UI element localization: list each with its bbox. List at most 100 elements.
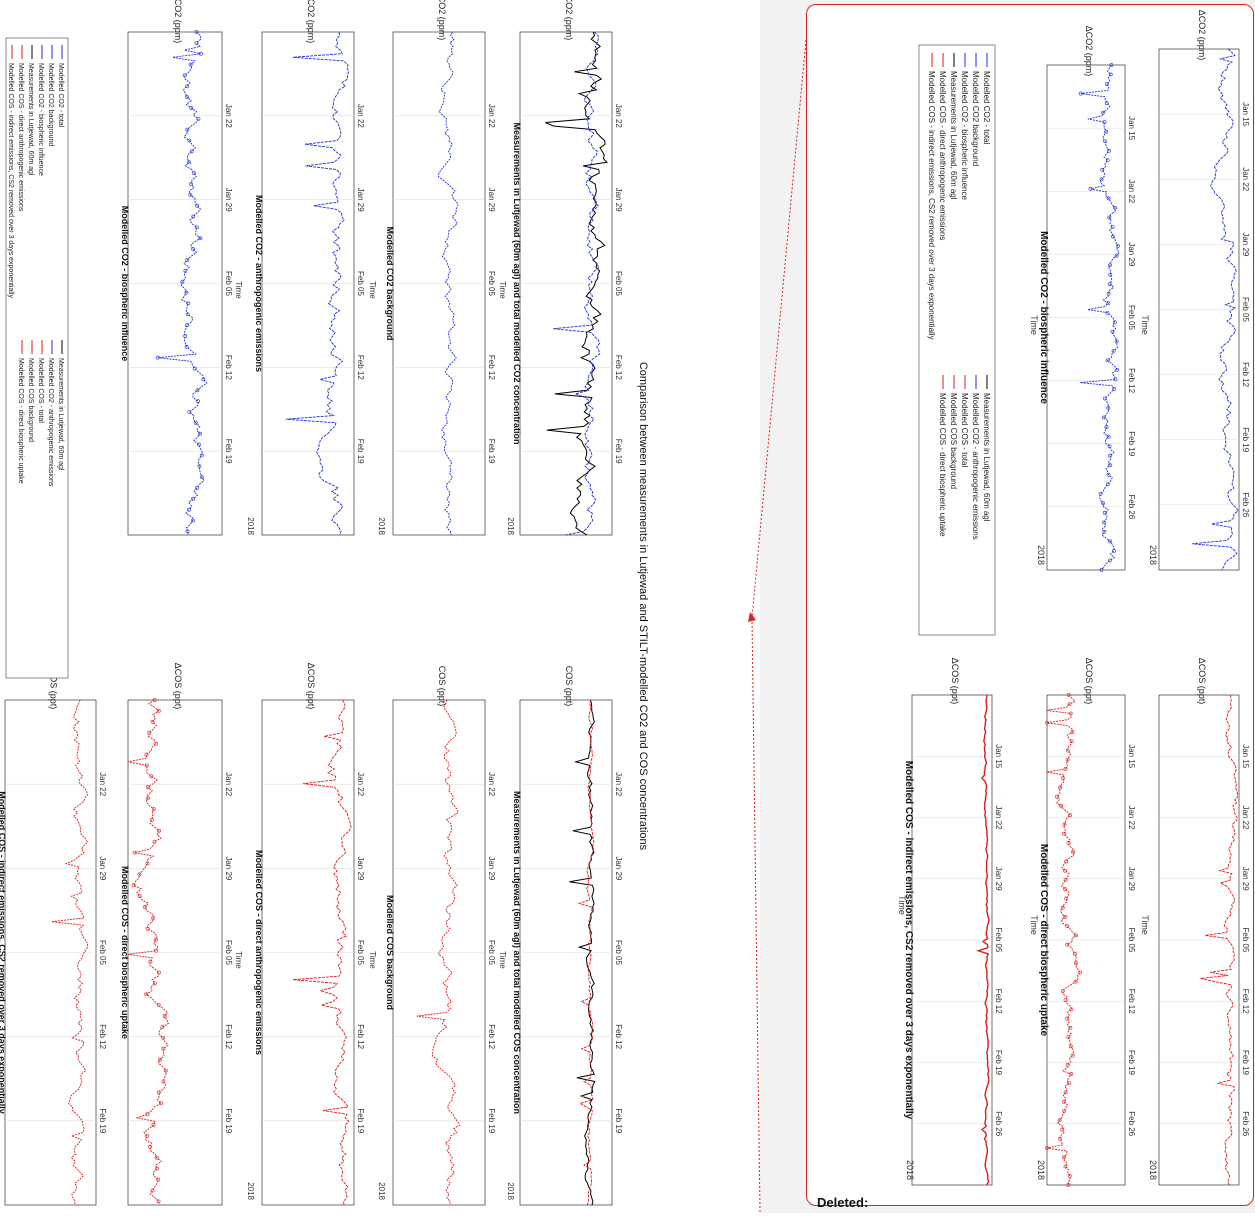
x-tick-label: Jan 29 — [994, 867, 1003, 892]
data-point — [1071, 850, 1075, 855]
x-tick-label: Feb 19 — [356, 1108, 365, 1133]
figure: Comparison between measurements in Lutje… — [0, 0, 649, 1206]
x-tick-label: Jan 22 — [487, 104, 496, 129]
data-point — [196, 399, 200, 404]
x-tick-label: Feb 12 — [1127, 368, 1136, 393]
data-point — [1106, 196, 1111, 201]
data-point — [157, 970, 161, 975]
x-tick-label: Feb 26 — [1241, 492, 1250, 517]
year-label: 2018 — [246, 1182, 255, 1200]
data-point — [1107, 444, 1112, 449]
data-point — [194, 30, 199, 34]
data-point — [1069, 1007, 1074, 1012]
legend-entry: Modelled CO2 background — [971, 71, 980, 166]
x-tick-label: Jan 22 — [1241, 805, 1250, 830]
panel-cos-anth: Jan 22 Jan 29 Feb 05 Feb 12 Feb 19 Modelled C… — [254, 663, 365, 1206]
legend-entry: Modelled COS - direct anthropogenic emis… — [938, 71, 947, 240]
data-point — [1102, 510, 1107, 515]
legend-entry: Modelled COS - direct anthropogenic emis… — [17, 63, 24, 212]
time-axis-label: Time — [897, 895, 907, 915]
data-point — [1104, 82, 1109, 86]
data-point — [194, 486, 199, 490]
x-tick-label: Jan 22 — [1241, 167, 1250, 192]
data-point — [1102, 120, 1107, 125]
data-point — [1105, 482, 1110, 487]
data-point — [183, 334, 188, 338]
data-point — [1067, 1173, 1072, 1178]
modelled-cos-bio-line — [127, 699, 170, 1206]
x-tick-label: Jan 22 — [98, 772, 107, 797]
x-tick-label: Feb 19 — [1241, 1050, 1250, 1075]
data-point — [1068, 1044, 1073, 1049]
x-tick-label: Jan 15 — [994, 744, 1003, 769]
data-point — [192, 171, 196, 176]
panel-co2-bio: Jan 22 Jan 29 Feb 05 Feb 12 Feb 19 Modelled C… — [120, 0, 233, 536]
x-tick-label: Feb 05 — [356, 940, 365, 965]
data-point — [151, 1123, 156, 1127]
data-point — [1062, 1099, 1066, 1104]
data-point — [1108, 463, 1112, 468]
data-point — [145, 796, 150, 800]
data-point — [1112, 320, 1117, 325]
x-tick-label: Feb 05 — [614, 940, 623, 965]
panel-title: Measurements in Lutjewad (60m agl) and t… — [512, 791, 522, 1114]
data-point — [1107, 558, 1112, 563]
panel-co2-bg: Jan 22 Jan 29 Feb 05 Feb 12 Feb 19 Modelled C… — [385, 0, 496, 536]
year-label: 2018 — [377, 517, 386, 535]
x-tick-label: Feb 05 — [98, 940, 107, 965]
x-tick-label: Jan 22 — [356, 772, 365, 797]
panel-title: Modelled CO2 - biospheric influence — [120, 206, 130, 362]
data-point — [187, 507, 192, 512]
data-point — [1073, 979, 1078, 984]
data-point — [1108, 72, 1113, 77]
bal-cos-line — [1200, 694, 1239, 1186]
x-tick-label: Jan 29 — [1127, 867, 1136, 892]
data-point — [1063, 878, 1068, 882]
x-tick-label: Jan 29 — [1241, 867, 1250, 892]
data-point — [1106, 301, 1111, 306]
data-point — [1063, 887, 1068, 892]
x-tick-label: Feb 26 — [1127, 494, 1136, 519]
data-point — [184, 344, 189, 349]
x-tick-label: Feb 19 — [1127, 1050, 1136, 1075]
deleted-figure-balloon[interactable]: Jan 15 Jan 22 Jan 29 Feb 05 Feb 12 Feb 19 Feb … — [806, 4, 1254, 1206]
x-tick-label: Jan 22 — [614, 104, 623, 129]
x-tick-label: Feb 19 — [487, 1108, 496, 1133]
data-point — [184, 290, 189, 295]
x-tick-label: Jan 29 — [487, 188, 496, 213]
time-axis-label: Time — [234, 951, 243, 969]
data-point — [1102, 520, 1106, 525]
legend-entry: Measurements in Lutjewad, 60m agl — [57, 358, 64, 471]
data-point — [1065, 1016, 1070, 1021]
x-tick-label: Jan 29 — [224, 188, 233, 213]
data-point — [1062, 822, 1067, 827]
data-point — [155, 1166, 159, 1171]
data-point — [198, 236, 203, 241]
data-point — [193, 420, 198, 425]
data-point — [144, 752, 149, 757]
year-label: 2018 — [1148, 545, 1158, 565]
x-tick-label: Jan 22 — [1127, 179, 1136, 204]
x-tick-label: Feb 12 — [614, 355, 623, 380]
connector-arrow-icon — [748, 612, 756, 622]
data-point — [1073, 961, 1078, 966]
data-point — [1106, 472, 1111, 477]
data-point — [157, 828, 161, 833]
data-point — [155, 355, 160, 360]
data-point — [1108, 539, 1112, 544]
data-point — [185, 95, 189, 100]
legend-entry: Modelled COS - total — [960, 393, 969, 467]
y-axis-label: ΔCOS (ppt) — [306, 663, 316, 710]
x-tick-label: Jan 22 — [356, 104, 365, 129]
x-tick-label: Feb 12 — [224, 355, 233, 380]
data-point — [156, 1199, 161, 1204]
y-axis-label: ΔCO2 (ppm) — [306, 0, 316, 43]
year-label: 2018 — [377, 1182, 386, 1200]
data-point — [186, 301, 191, 306]
y-axis-label: COS (ppt) — [437, 666, 447, 707]
legend-entry: Modelled COS background — [27, 358, 34, 442]
legend-entry: Measurements in Lutjewad, 60m agl — [27, 63, 34, 176]
x-tick-label: Feb 19 — [1127, 431, 1136, 456]
legend-entry: Modelled CO2 - anthropogenic emissions — [971, 393, 980, 540]
data-point — [1067, 702, 1072, 707]
